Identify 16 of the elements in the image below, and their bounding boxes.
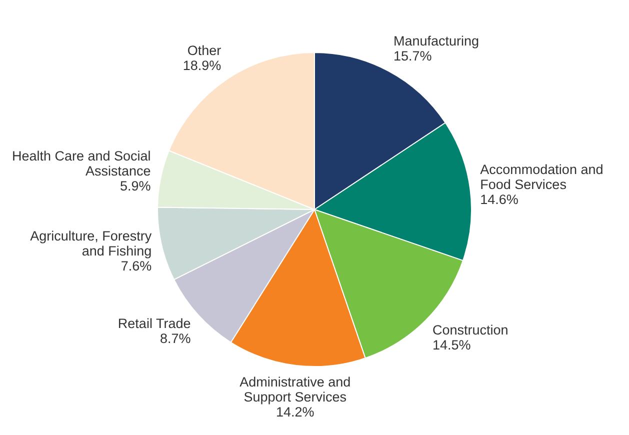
slice-label: Agriculture, Forestry and Fishing (30, 228, 152, 258)
data-label: 15.7% (394, 48, 432, 64)
data-label: 5.9% (120, 178, 151, 194)
slice-label: Other (187, 42, 222, 58)
slice-label: Administrative and Support Services (240, 374, 351, 404)
data-label: 14.5% (432, 338, 471, 353)
data-label: 14.2% (276, 404, 314, 420)
data-label: 14.6% (480, 192, 518, 208)
data-label: 18.9% (182, 58, 222, 73)
slice-label: Health Care and Social Assistance (12, 148, 151, 179)
data-label: 7.6% (120, 258, 152, 274)
slice-label: Accommodation and Food Services (480, 162, 604, 192)
data-label: 8.7% (160, 330, 191, 346)
slice-label: Manufacturing (394, 33, 480, 48)
slice-label: Construction (432, 322, 508, 338)
slice-label: Retail Trade (118, 316, 191, 331)
